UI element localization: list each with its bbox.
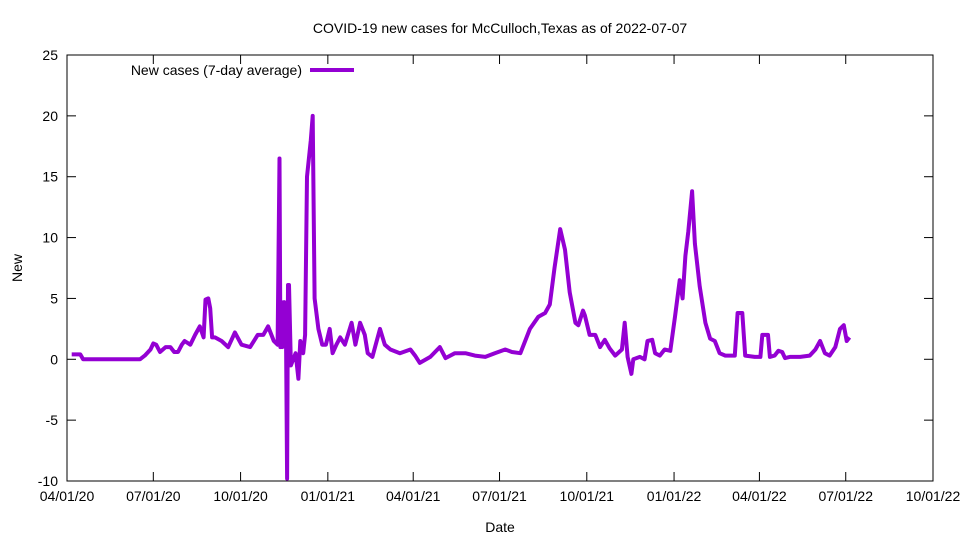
legend: New cases (7-day average) [131, 62, 354, 78]
x-tick-label: 07/01/22 [818, 488, 873, 504]
x-tick-label: 04/01/20 [40, 488, 95, 504]
series-line-new-cases [71, 113, 852, 481]
x-tick-label: 04/01/21 [386, 488, 441, 504]
x-tick-label: 04/01/22 [732, 488, 787, 504]
y-tick-label: 15 [42, 169, 58, 185]
x-tick-label: 07/01/20 [126, 488, 181, 504]
y-tick-label: 20 [42, 108, 58, 124]
plot-border [66, 54, 934, 482]
x-tick-label: 10/01/22 [906, 488, 960, 504]
y-tick-label: 25 [42, 47, 58, 63]
y-tick-label: 0 [50, 351, 58, 367]
x-tick-label: 01/01/22 [647, 488, 702, 504]
chart-title: COVID-19 new cases for McCulloch,Texas a… [313, 20, 687, 36]
x-axis-label: Date [485, 519, 515, 535]
y-tick-label: -10 [38, 473, 58, 489]
x-tick-label: 01/01/21 [301, 488, 356, 504]
y-axis: -10 -5 0 5 10 15 20 25 [38, 47, 933, 489]
y-tick-label: 10 [42, 230, 58, 246]
x-tick-label: 10/01/21 [560, 488, 615, 504]
y-tick-label: -5 [46, 412, 59, 428]
x-tick-label: 07/01/21 [472, 488, 527, 504]
x-tick-label: 10/01/20 [213, 488, 268, 504]
x-axis: 04/01/20 07/01/20 10/01/20 01/01/21 04/01/21… [40, 55, 960, 504]
y-tick-label: 5 [50, 290, 58, 306]
legend-label: New cases (7-day average) [131, 62, 302, 78]
y-axis-label: New [9, 253, 25, 282]
